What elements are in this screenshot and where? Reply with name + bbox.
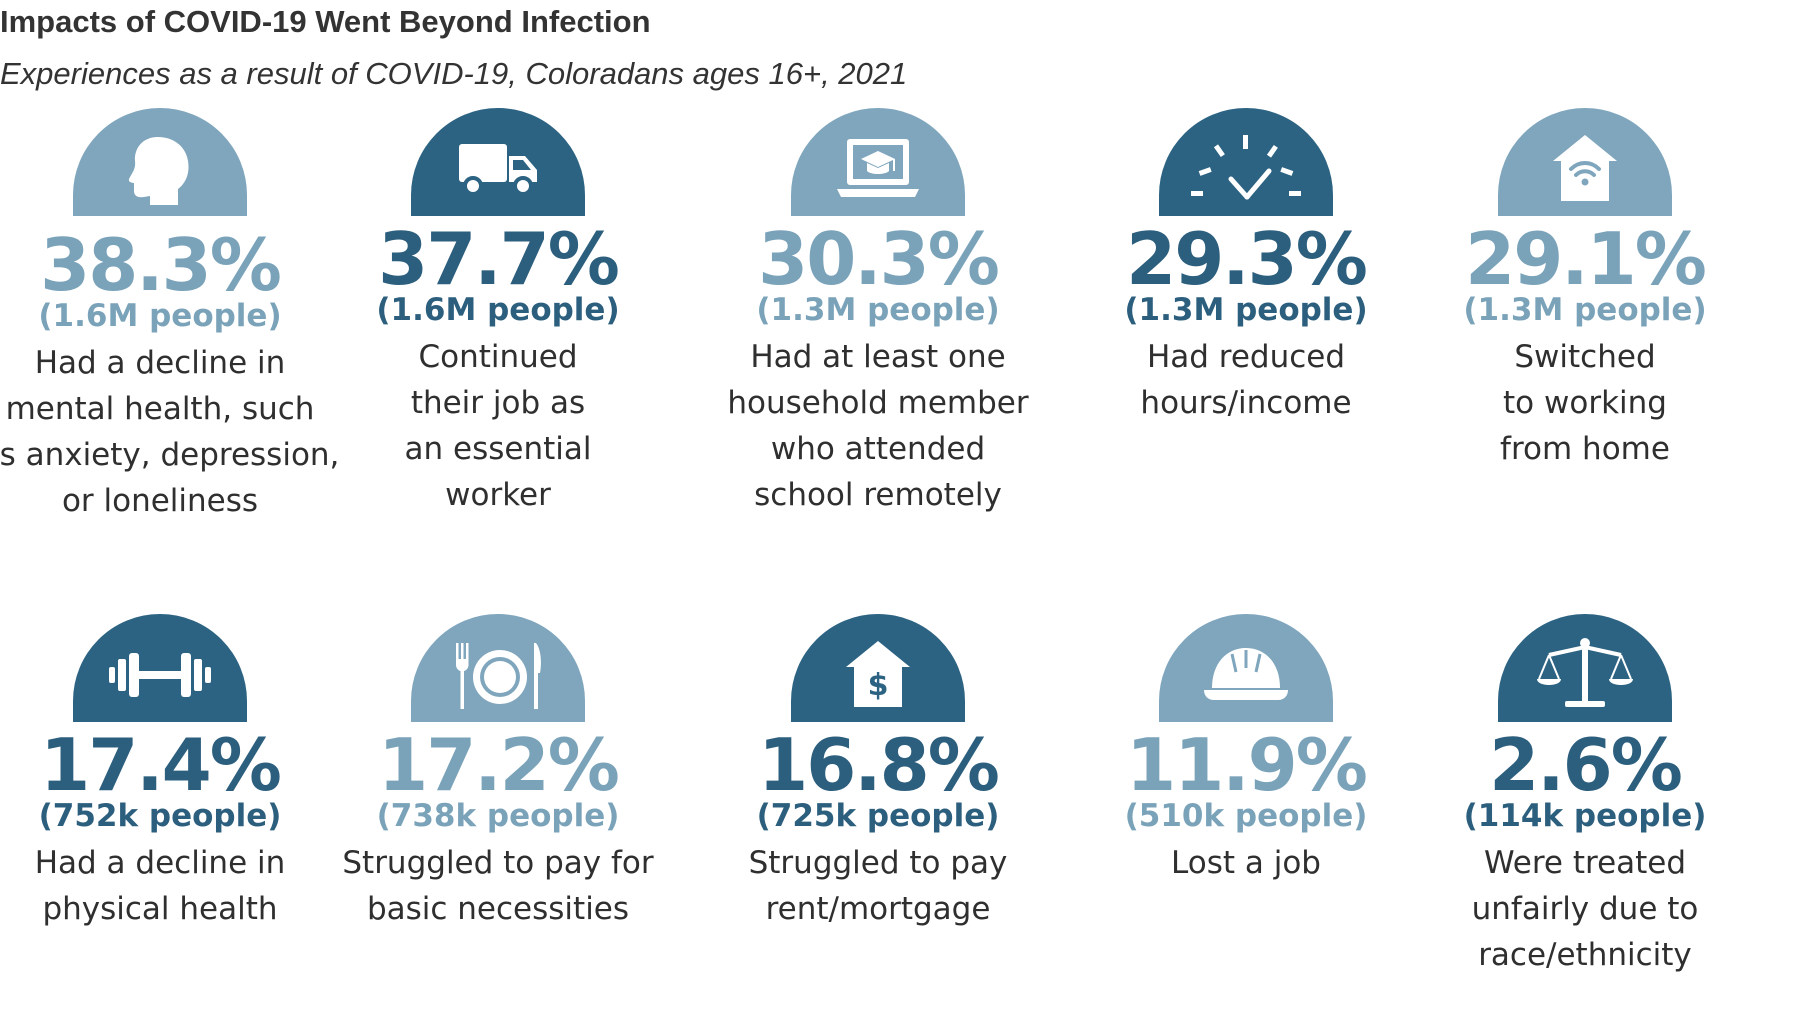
stat-description: Switched to working from home (1500, 339, 1670, 467)
stat-description: Struggled to pay rent/mortgage (748, 845, 1008, 927)
stat-description: Had a decline in physical health (34, 845, 286, 927)
stat-card-reduced-hours: 29.3% (1.3M people) Had reduced hours/in… (1056, 108, 1436, 426)
icon-badge (411, 108, 585, 216)
svg-text:$: $ (868, 668, 889, 703)
icon-badge (1159, 614, 1333, 722)
scales-icon (1537, 638, 1633, 707)
stat-description: Had reduced hours/income (1140, 339, 1352, 421)
stat-people: (114k people) (1463, 798, 1707, 834)
stat-people: (510k people) (1124, 798, 1368, 834)
hard-hat-icon (1204, 648, 1288, 700)
stat-people: (752k people) (38, 798, 282, 834)
stat-people: (1.6M people) (38, 298, 282, 334)
stat-card-work-from-home: 29.1% (1.3M people) Switched to working … (1405, 108, 1765, 472)
stat-people: (725k people) (756, 798, 1000, 834)
icon-badge (73, 614, 247, 722)
stat-description: Had at least one household member who at… (727, 339, 1029, 513)
stat-card-remote-school: 30.3% (1.3M people) Had at least one hou… (688, 108, 1068, 518)
stat-card-lost-job: 11.9% (510k people) Lost a job (1056, 614, 1436, 886)
stat-percent: 30.3% (758, 217, 1000, 301)
icon-badge: $ (791, 614, 965, 722)
stat-percent: 38.3% (40, 223, 282, 307)
stat-card-mental-health: 38.3% (1.6M people) Had a decline in men… (0, 108, 350, 524)
gauge-icon (1191, 135, 1301, 200)
icon-badge (1159, 108, 1333, 216)
home-wifi-icon (1553, 135, 1617, 201)
stat-percent: 29.3% (1126, 217, 1368, 301)
stat-percent: 16.8% (758, 723, 1000, 807)
dumbbell-icon (109, 653, 211, 697)
stat-people: (738k people) (376, 798, 620, 834)
icon-badge (73, 108, 247, 216)
stat-percent: 37.7% (378, 217, 620, 301)
head-icon (128, 137, 189, 205)
stat-description: Were treated unfairly due to race/ethnic… (1471, 845, 1699, 973)
stat-people: (1.3M people) (1463, 292, 1707, 328)
icon-badge (791, 108, 965, 216)
stat-description: Had a decline in mental health, such as … (0, 345, 340, 519)
chart-title: Impacts of COVID-19 Went Beyond Infectio… (0, 4, 651, 39)
icon-badge (1498, 108, 1672, 216)
icon-badge (411, 614, 585, 722)
stat-description: Struggled to pay for basic necessities (342, 845, 654, 927)
chart-subtitle: Experiences as a result of COVID-19, Col… (0, 56, 908, 91)
stat-people: (1.6M people) (376, 292, 620, 328)
stat-percent: 17.2% (378, 723, 620, 807)
stat-percent: 11.9% (1126, 723, 1368, 807)
stat-card-rent-mortgage: $ 16.8% (725k people) Struggled to pay r… (688, 614, 1068, 932)
stat-card-essential-worker: 37.7% (1.6M people) Continued their job … (308, 108, 688, 518)
house-dollar-icon: $ (846, 641, 910, 707)
stat-people: (1.3M people) (756, 292, 1000, 328)
stat-percent: 2.6% (1489, 723, 1683, 807)
stat-card-basic-necessities: 17.2% (738k people) Struggled to pay for… (308, 614, 688, 932)
stat-card-physical-health: 17.4% (752k people) Had a decline in phy… (0, 614, 350, 932)
stat-percent: 29.1% (1465, 217, 1707, 301)
stat-description: Lost a job (1171, 845, 1321, 881)
truck-icon (459, 144, 537, 196)
stat-percent: 17.4% (40, 723, 282, 807)
plate-icon (456, 643, 541, 709)
stat-description: Continued their job as an essential work… (404, 339, 592, 513)
icon-badge (1498, 614, 1672, 722)
stat-people: (1.3M people) (1124, 292, 1368, 328)
laptop-graduation-icon (837, 139, 919, 197)
stat-card-unfair-treatment: 2.6% (114k people) Were treated unfairly… (1405, 614, 1765, 978)
